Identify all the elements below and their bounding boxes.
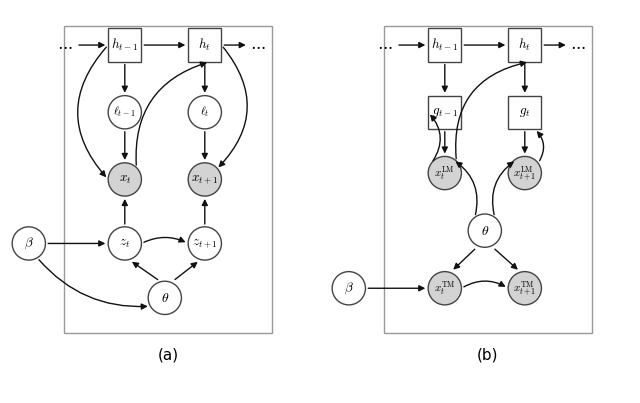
Circle shape [332, 272, 365, 305]
Circle shape [108, 96, 141, 129]
Text: $h_{t-1}$: $h_{t-1}$ [111, 37, 138, 53]
Text: $h_t$: $h_t$ [198, 37, 211, 53]
Text: $\cdots$: $\cdots$ [377, 36, 393, 54]
Circle shape [468, 214, 502, 247]
Text: $x_t^{\rm LM}$: $x_t^{\rm LM}$ [435, 164, 455, 182]
Text: $z_t$: $z_t$ [119, 237, 131, 250]
Text: $\cdots$: $\cdots$ [570, 36, 586, 54]
Circle shape [12, 227, 45, 260]
FancyBboxPatch shape [188, 29, 221, 62]
FancyBboxPatch shape [508, 29, 541, 62]
Text: $g_{t-1}$: $g_{t-1}$ [432, 106, 458, 119]
Circle shape [108, 227, 141, 260]
Circle shape [508, 156, 541, 190]
Text: $\cdots$: $\cdots$ [57, 36, 73, 54]
Text: $x_{t+1}^{\rm LM}$: $x_{t+1}^{\rm LM}$ [513, 164, 536, 182]
Circle shape [188, 227, 221, 260]
Circle shape [148, 281, 182, 314]
Text: $\theta$: $\theta$ [481, 224, 489, 238]
Text: $\cdots$: $\cdots$ [250, 36, 266, 54]
Circle shape [108, 163, 141, 196]
FancyBboxPatch shape [508, 96, 541, 129]
Text: (a): (a) [157, 348, 179, 363]
Text: $h_t$: $h_t$ [518, 37, 531, 53]
Text: $z_{t+1}$: $z_{t+1}$ [192, 237, 218, 250]
Text: (b): (b) [477, 348, 499, 363]
Text: $x_t^{\rm TM}$: $x_t^{\rm TM}$ [434, 280, 456, 297]
Text: $h_{t-1}$: $h_{t-1}$ [431, 37, 458, 53]
Circle shape [188, 96, 221, 129]
Circle shape [508, 272, 541, 305]
Text: $\ell_t$: $\ell_t$ [200, 105, 210, 119]
Text: $x_t$: $x_t$ [118, 173, 131, 186]
Circle shape [428, 156, 461, 190]
FancyBboxPatch shape [428, 29, 461, 62]
Text: $\theta$: $\theta$ [161, 291, 169, 305]
Text: $x_{t+1}$: $x_{t+1}$ [191, 173, 218, 186]
Text: $x_{t+1}^{\rm TM}$: $x_{t+1}^{\rm TM}$ [513, 280, 536, 297]
FancyBboxPatch shape [428, 96, 461, 129]
Text: $g_t$: $g_t$ [519, 106, 531, 119]
Circle shape [188, 163, 221, 196]
Text: $\beta$: $\beta$ [344, 280, 354, 296]
Text: $\ell_{t-1}$: $\ell_{t-1}$ [113, 105, 136, 119]
Circle shape [428, 272, 461, 305]
Text: $\beta$: $\beta$ [24, 236, 34, 251]
FancyBboxPatch shape [108, 29, 141, 62]
